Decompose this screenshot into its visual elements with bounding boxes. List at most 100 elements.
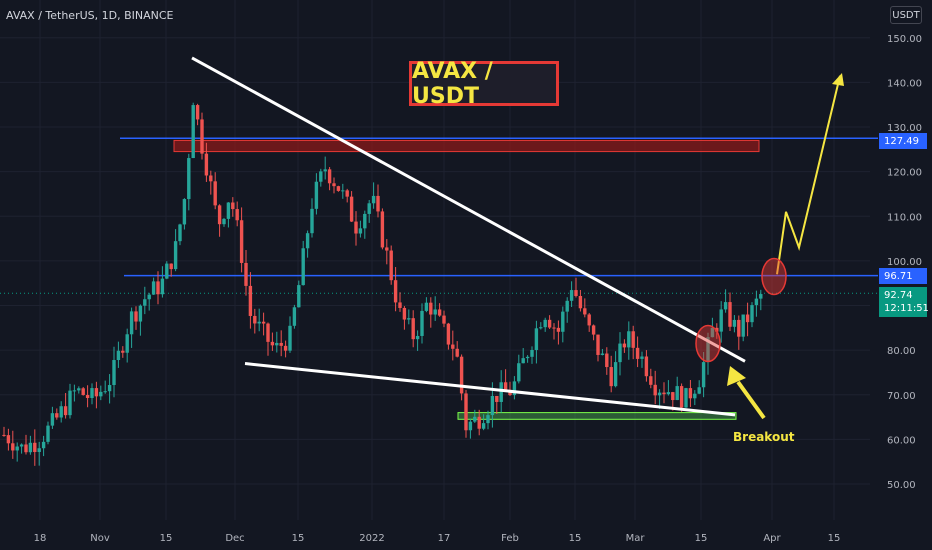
candle-body bbox=[156, 281, 160, 295]
candle-body bbox=[525, 356, 530, 359]
time-tick-label: Mar bbox=[626, 533, 646, 544]
candle-body bbox=[609, 367, 613, 387]
candle-body bbox=[72, 390, 77, 392]
candle-body bbox=[310, 208, 314, 234]
candle-body bbox=[354, 221, 358, 234]
time-tick-label: Nov bbox=[90, 533, 110, 544]
candle-body bbox=[503, 382, 508, 391]
candle-body bbox=[41, 441, 46, 449]
candle-body bbox=[213, 181, 217, 206]
candle-body bbox=[521, 358, 525, 364]
price-tick-label: 100.00 bbox=[887, 257, 922, 268]
price-tick-label: 80.00 bbox=[887, 346, 916, 357]
candle-body bbox=[517, 363, 521, 382]
candle-body bbox=[635, 347, 640, 359]
candle-body bbox=[600, 353, 605, 355]
candle-body bbox=[442, 315, 446, 324]
breakout-label: Breakout bbox=[733, 430, 795, 444]
candle-body bbox=[332, 183, 336, 187]
candle-body bbox=[759, 294, 763, 299]
candle-body bbox=[275, 342, 279, 346]
candle-body bbox=[367, 203, 371, 214]
candle-body bbox=[363, 213, 367, 229]
candle-body bbox=[530, 349, 534, 357]
candle-body bbox=[688, 388, 693, 399]
price-axis: 150.00140.00130.00120.00110.00100.0090.0… bbox=[887, 34, 922, 491]
candle-body bbox=[305, 233, 310, 249]
breakout-circle-marker bbox=[695, 324, 721, 363]
currency-unit-button[interactable]: USDT bbox=[890, 6, 922, 24]
candle-body bbox=[257, 321, 261, 324]
candle-body bbox=[741, 314, 745, 337]
candle-body bbox=[490, 395, 495, 416]
candle-body bbox=[424, 302, 429, 311]
candle-body bbox=[754, 298, 759, 306]
candle-body bbox=[706, 337, 710, 363]
candle-body bbox=[187, 158, 191, 200]
chart-grid bbox=[0, 0, 870, 520]
candle-body bbox=[499, 382, 503, 402]
candle-body bbox=[402, 307, 407, 320]
candle-body bbox=[627, 331, 631, 348]
price-tick-label: 110.00 bbox=[887, 212, 922, 223]
candle-body bbox=[697, 387, 701, 394]
candle-body bbox=[710, 327, 715, 338]
candle-body bbox=[336, 186, 341, 191]
price-tick-label: 70.00 bbox=[887, 391, 916, 402]
candles bbox=[2, 102, 763, 466]
candle-body bbox=[508, 390, 512, 396]
candle-body bbox=[411, 318, 415, 340]
candle-body bbox=[173, 241, 178, 270]
candle-body bbox=[292, 307, 297, 326]
candle-body bbox=[622, 343, 627, 348]
candle-body bbox=[583, 308, 587, 315]
symbol-header: AVAX / TetherUS, 1D, BINANCE bbox=[6, 9, 174, 22]
candle-body bbox=[226, 202, 231, 219]
candle-body bbox=[33, 442, 37, 452]
candle-body bbox=[129, 311, 134, 335]
candle-body bbox=[631, 331, 635, 348]
candle-body bbox=[437, 309, 442, 316]
candle-body bbox=[319, 171, 323, 182]
candle-body bbox=[134, 311, 138, 322]
price-tick-label: 140.00 bbox=[887, 78, 922, 89]
candle-body bbox=[433, 309, 437, 315]
candle-body bbox=[301, 248, 305, 286]
candle-body bbox=[15, 446, 19, 451]
candle-body bbox=[349, 196, 354, 222]
candle-body bbox=[253, 315, 257, 324]
candle-body bbox=[662, 392, 666, 395]
horizontal-levels bbox=[0, 137, 878, 294]
candle-body bbox=[63, 406, 68, 416]
candle-body bbox=[19, 444, 24, 447]
candle-body bbox=[464, 393, 468, 431]
candle-body bbox=[534, 328, 539, 350]
candle-body bbox=[737, 319, 741, 337]
candle-body bbox=[684, 388, 688, 408]
candle-body bbox=[376, 195, 380, 212]
candle-body bbox=[138, 305, 143, 322]
level-tag-96: 96.71 bbox=[879, 268, 927, 284]
candle-body bbox=[732, 319, 737, 327]
candle-body bbox=[679, 386, 684, 408]
candle-body bbox=[539, 327, 543, 329]
time-tick-label: Feb bbox=[501, 533, 519, 544]
candle-body bbox=[380, 211, 385, 248]
candle-body bbox=[90, 388, 94, 399]
resistance-zone bbox=[173, 139, 760, 153]
candle-body bbox=[459, 356, 464, 394]
candle-body bbox=[486, 415, 490, 424]
time-tick-label: Dec bbox=[225, 533, 244, 544]
descending-trendline-lower bbox=[244, 362, 736, 417]
candle-body bbox=[85, 394, 90, 399]
candle-body bbox=[719, 309, 723, 332]
candle-body bbox=[46, 425, 50, 442]
candle-body bbox=[341, 190, 345, 192]
time-tick-label: 15 bbox=[569, 533, 582, 544]
candle-body bbox=[81, 388, 85, 395]
candle-body bbox=[169, 263, 173, 270]
candle-body bbox=[446, 323, 451, 345]
candle-body bbox=[323, 169, 327, 172]
candle-body bbox=[99, 391, 103, 397]
